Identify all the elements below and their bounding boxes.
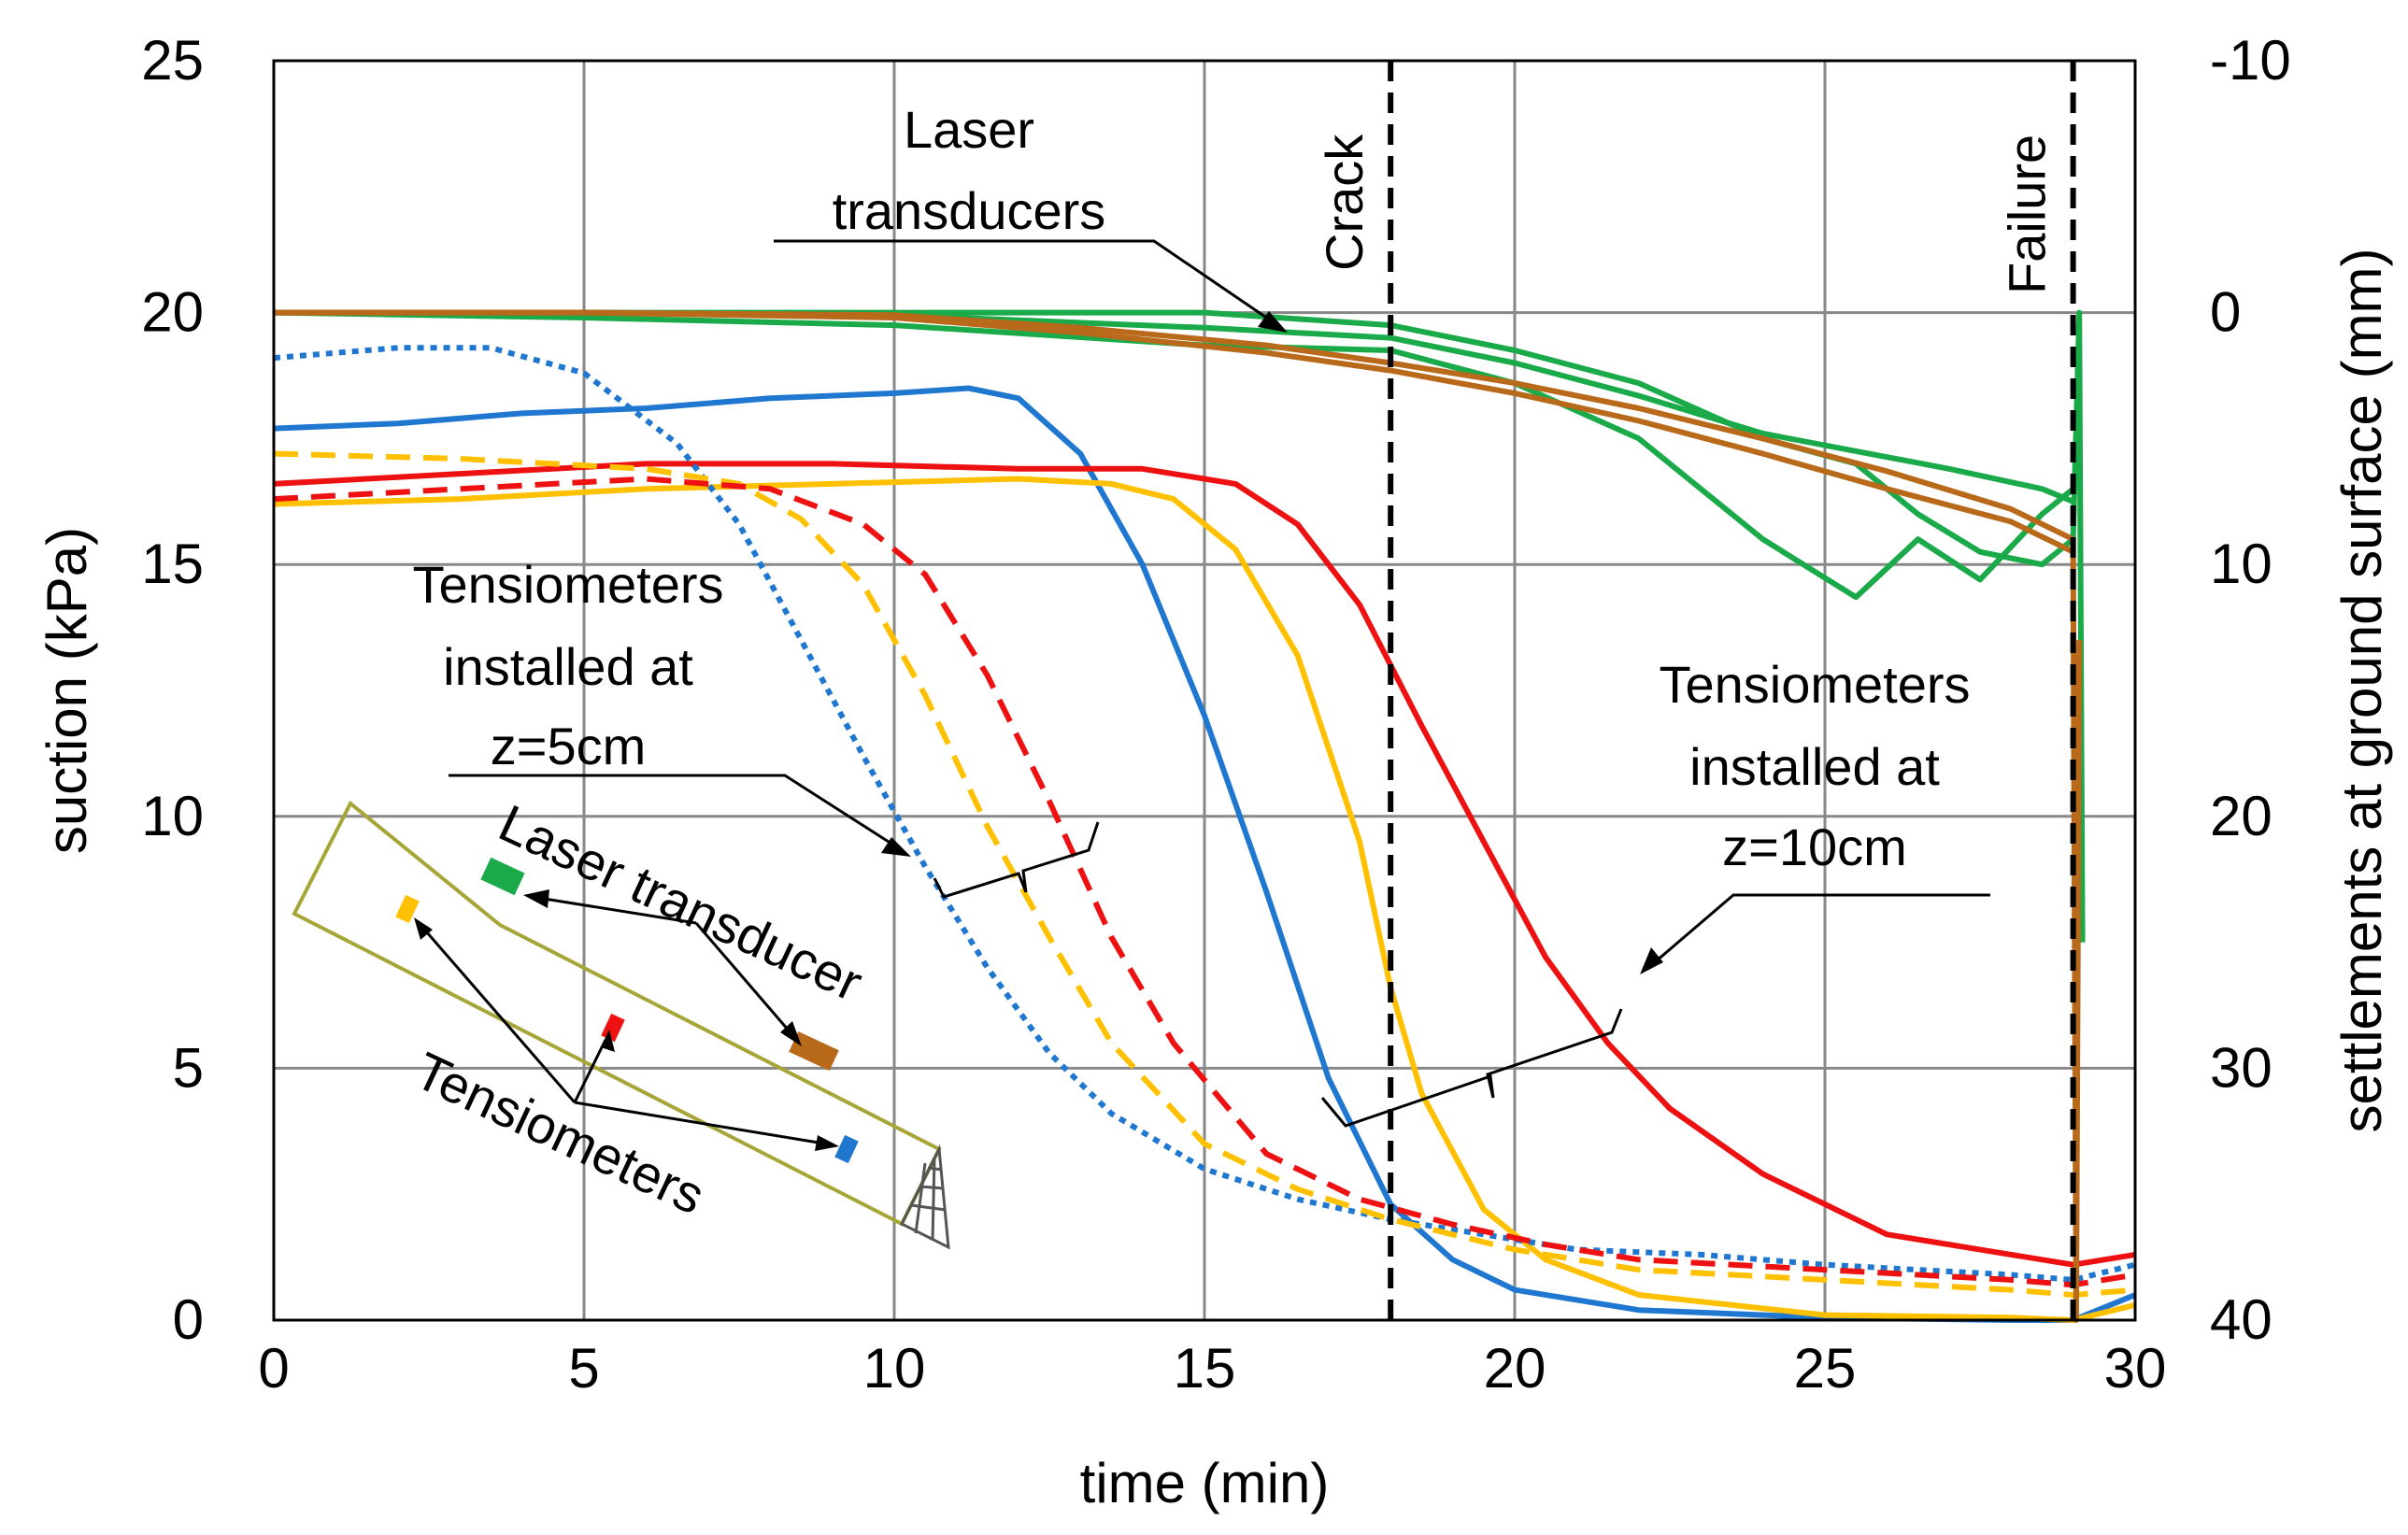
plot-frame — [272, 59, 2137, 1322]
inset-tensiometer-red — [601, 1013, 625, 1043]
tens5-line-3: z=5cm — [491, 717, 647, 775]
y2-tick-label: 10 — [2210, 533, 2273, 595]
x-axis-title: time (min) — [1080, 1452, 1330, 1514]
x-tick-label: 20 — [1484, 1337, 1546, 1400]
x-tick-label: 30 — [2104, 1337, 2167, 1400]
x-tick-label: 5 — [568, 1337, 599, 1400]
x-tick-label: 0 — [258, 1337, 289, 1400]
y2-tick-label: 30 — [2210, 1036, 2273, 1099]
crack-label: Crack — [1315, 134, 1374, 271]
series-line-2 — [273, 461, 2136, 1268]
series-line-3 — [273, 345, 2136, 1283]
tens10-line-2: installed at — [1689, 737, 1940, 796]
series-layer — [273, 309, 2137, 1323]
inset-arrowheads — [414, 889, 839, 1151]
y-tick-label: 25 — [141, 29, 204, 92]
failure-label: Failure — [1998, 135, 2057, 294]
y2-tick-label: 40 — [2210, 1288, 2273, 1351]
series-line-10 — [274, 309, 2074, 555]
series-line-5 — [273, 476, 2136, 1288]
y2-tick-label: -10 — [2210, 29, 2291, 92]
inset-laser-brown — [789, 1030, 839, 1072]
series-line-9 — [274, 309, 2083, 1323]
tens10-leader-line — [1648, 893, 1990, 969]
inset-arrows — [419, 895, 831, 1146]
x-tick-label: 10 — [863, 1337, 926, 1400]
tens5-line-2: installed at — [443, 637, 693, 696]
laser-leader-line — [774, 239, 1281, 329]
tens5-annotation: Tensiometers installed at z=5cm — [412, 555, 1100, 899]
inset-tensiometer-blue — [834, 1134, 859, 1164]
tens10-annotation: Tensiometers installed at z=10cm — [1320, 655, 1990, 1128]
y-tick-label: 20 — [141, 281, 204, 344]
tens5-brace — [933, 821, 1100, 899]
y2-tick-label: 0 — [2210, 281, 2241, 344]
laser-anno-line-1: Laser — [904, 100, 1034, 159]
inset-slope-sketch: Laser transducer Tensiometers — [292, 793, 950, 1250]
tens5-leader-arrowhead — [881, 837, 911, 857]
y-axis-title: suction (kPa) — [36, 527, 98, 854]
series-line-0 — [273, 385, 2137, 1323]
tens10-line-1: Tensiometers — [1659, 655, 1970, 714]
x-tick-label: 15 — [1174, 1337, 1236, 1400]
series-line-7 — [273, 309, 2075, 601]
tens10-line-3: z=10cm — [1722, 817, 1907, 876]
tens5-leader-line — [449, 774, 903, 852]
y-tick-label: 5 — [173, 1036, 204, 1099]
inset-tensiometer-yellow — [395, 894, 420, 924]
tens10-leader-arrowhead — [1640, 947, 1663, 974]
y-tick-label: 15 — [141, 533, 204, 595]
tens5-line-1: Tensiometers — [412, 555, 723, 614]
series-line-1 — [273, 476, 2136, 1323]
y2-tick-label: 20 — [2210, 785, 2273, 847]
laser-annotation: Laser transducers — [774, 100, 1288, 333]
laser-anno-line-2: transducers — [833, 181, 1106, 240]
inset-mesh — [899, 1144, 950, 1250]
y-tick-label: 0 — [173, 1288, 204, 1351]
y-tick-label: 10 — [141, 785, 204, 847]
inset-laser-green — [480, 857, 525, 896]
x-tick-label: 25 — [1794, 1337, 1857, 1400]
y2-axis-title: settlements at ground surface (mm) — [2330, 248, 2393, 1132]
tens10-brace — [1320, 1008, 1623, 1128]
tick-labels: 0 5 10 15 20 25 30 0 5 10 15 20 25 40 30 20 10 0 -10 — [141, 29, 2290, 1400]
laser-leader-arrowhead — [1258, 311, 1288, 333]
